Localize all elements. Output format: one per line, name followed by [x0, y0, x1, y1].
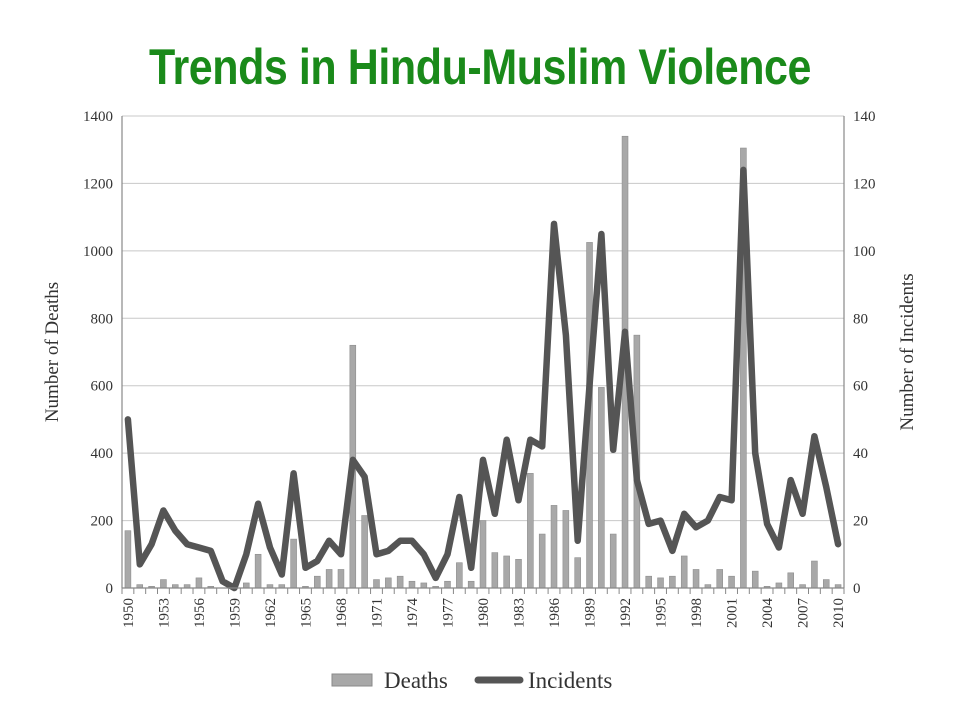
bar-deaths-1966	[314, 575, 321, 589]
bar-deaths-1994	[645, 575, 652, 589]
legend-deaths-label: Deaths	[384, 668, 448, 693]
bar-deaths-1967	[325, 569, 333, 589]
x-tick-1971: 1971	[369, 598, 385, 628]
bar-deaths-1984	[527, 473, 534, 589]
x-tick-1989: 1989	[583, 598, 599, 628]
bar-deaths-1953	[160, 579, 167, 589]
x-tick-1995: 1995	[654, 598, 670, 628]
axes	[121, 116, 845, 594]
bar-deaths-1978	[456, 562, 463, 589]
y-right-axis-label: Number of Incidents	[897, 273, 918, 430]
bar-deaths-1995	[657, 577, 664, 589]
y-right-tick-20: 20	[853, 514, 868, 530]
line-incidents-group	[124, 166, 842, 592]
legend-incidents-label: Incidents	[528, 668, 612, 693]
bar-deaths-1982	[503, 555, 510, 589]
line-incidents	[124, 166, 842, 592]
bar-deaths-1971	[373, 579, 380, 589]
bar-deaths-1956	[195, 577, 203, 589]
x-tick-1965: 1965	[298, 598, 314, 628]
x-tick-2010: 2010	[831, 598, 847, 628]
bar-deaths-2006	[787, 572, 794, 589]
bar-deaths-1970	[361, 515, 368, 589]
x-tick-1959: 1959	[227, 598, 243, 628]
x-tick-1974: 1974	[405, 598, 421, 629]
bar-deaths-1988	[574, 557, 581, 589]
bar-deaths-1986	[550, 505, 558, 589]
y-left-axis-label: Number of Deaths	[42, 282, 63, 422]
bar-deaths-1961	[254, 553, 262, 589]
x-tick-1992: 1992	[618, 598, 634, 628]
x-tick-2004: 2004	[760, 598, 776, 629]
x-tick-1986: 1986	[547, 598, 563, 629]
y-right-tick-labels: 0 20 40 60 80 100 120 140	[853, 109, 876, 597]
bar-deaths-2009	[822, 579, 830, 589]
y-left-tick-labels: 0 200 400 600 800 1000 1200 1400	[83, 109, 113, 597]
y-left-tick-1000: 1000	[83, 244, 113, 260]
bar-deaths-2001	[728, 575, 735, 589]
bar-deaths-1980	[479, 520, 487, 589]
y-left-tick-1400: 1400	[83, 109, 113, 125]
bar-deaths-1950	[124, 530, 132, 589]
bar-deaths-1964	[290, 538, 297, 589]
x-tick-1950: 1950	[121, 598, 137, 628]
bar-deaths-1997	[680, 555, 688, 589]
bar-deaths-1975	[420, 582, 428, 589]
bar-deaths-1977	[444, 580, 451, 589]
y-left-tick-800: 800	[91, 311, 114, 327]
bar-deaths-1991	[609, 533, 617, 589]
y-right-tick-120: 120	[853, 176, 876, 192]
x-tick-2007: 2007	[796, 598, 812, 629]
bar-deaths-1998	[692, 569, 700, 589]
bar-deaths-2005	[775, 582, 783, 589]
x-tick-1956: 1956	[192, 598, 208, 629]
x-tick-1977: 1977	[440, 598, 456, 629]
chart-title: Trends in Hindu-Muslim Violence	[148, 39, 812, 95]
x-tick-1953: 1953	[156, 598, 172, 628]
bar-deaths-1973	[396, 575, 404, 589]
y-right-tick-60: 60	[853, 379, 868, 395]
bar-deaths-1979	[467, 580, 475, 589]
legend-deaths-swatch	[331, 673, 373, 687]
bar-deaths-1981	[491, 552, 499, 589]
bar-deaths-2000	[716, 569, 723, 589]
x-tick-1968: 1968	[334, 598, 350, 628]
legend: Deaths Incidents	[331, 668, 612, 693]
bar-deaths-2008	[811, 560, 818, 589]
x-tick-1983: 1983	[512, 598, 528, 628]
x-tick-2001: 2001	[725, 598, 741, 628]
bar-deaths-1990	[598, 387, 605, 589]
x-tick-labels: 1950 1953 1956 1959 1962 1965 1968 1971 1974 1977…	[121, 598, 847, 629]
bar-deaths-1972	[385, 577, 392, 589]
bar-deaths-1960	[243, 582, 250, 589]
y-left-tick-400: 400	[91, 446, 114, 462]
bar-deaths-1974	[408, 580, 416, 589]
bar-deaths-2003	[751, 570, 759, 589]
y-right-tick-100: 100	[853, 244, 876, 260]
bar-deaths-1985	[538, 533, 546, 589]
bar-deaths-1968	[337, 569, 345, 589]
y-left-tick-0: 0	[106, 581, 114, 597]
y-right-tick-0: 0	[853, 581, 861, 597]
y-left-tick-200: 200	[91, 514, 114, 530]
bar-deaths-1996	[669, 575, 676, 589]
y-right-tick-40: 40	[853, 446, 868, 462]
y-left-tick-600: 600	[91, 379, 114, 395]
bar-deaths-1987	[562, 510, 570, 589]
x-tick-1998: 1998	[689, 598, 705, 628]
y-right-tick-140: 140	[853, 109, 876, 125]
y-left-tick-1200: 1200	[83, 176, 113, 192]
x-tick-1962: 1962	[263, 598, 279, 628]
bar-deaths-1983	[515, 559, 522, 589]
x-tick-1980: 1980	[476, 598, 492, 628]
y-right-tick-80: 80	[853, 311, 868, 327]
